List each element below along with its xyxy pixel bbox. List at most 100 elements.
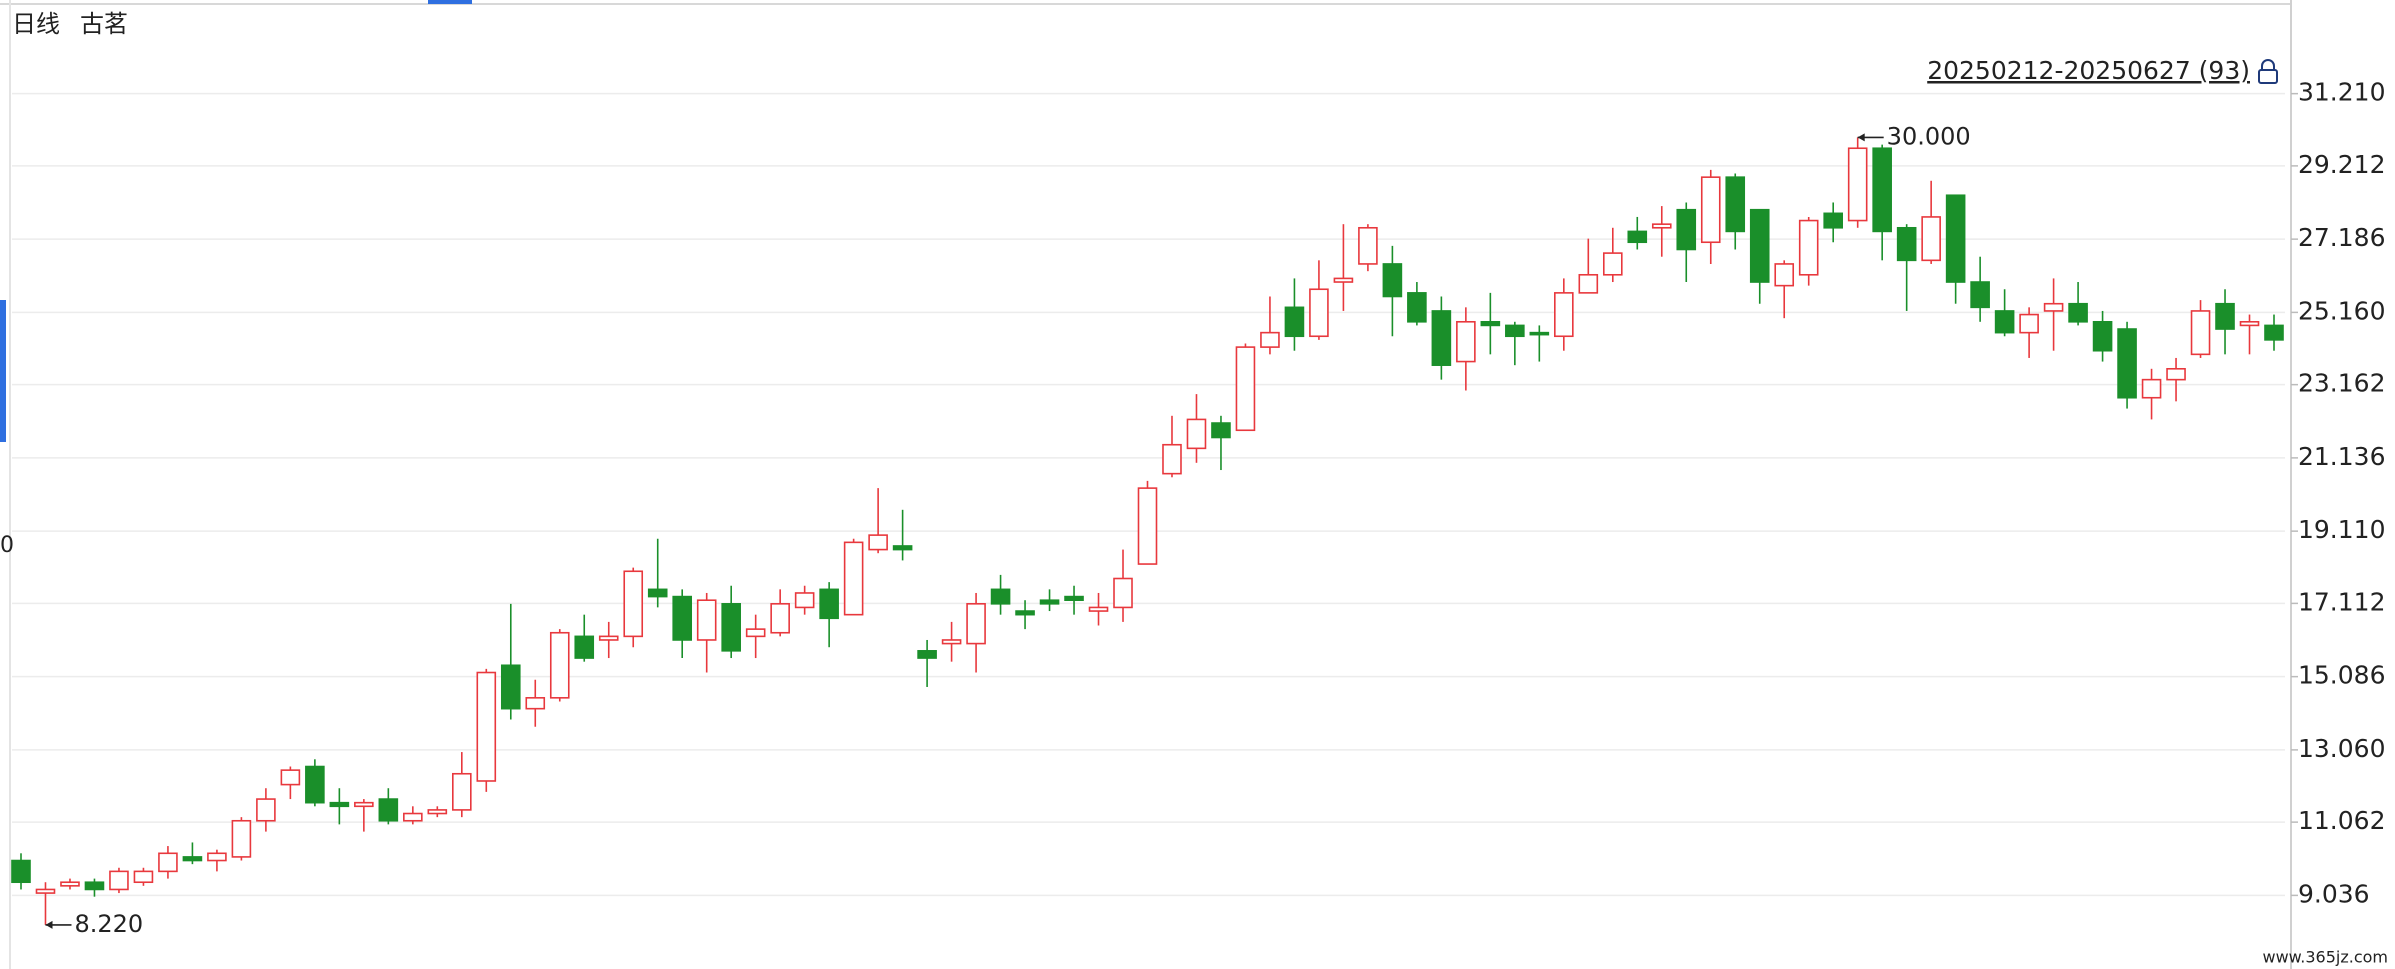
candle-body [2117, 328, 2137, 399]
candle [427, 806, 448, 818]
candle [892, 509, 913, 561]
period-label[interactable]: 日线 [12, 10, 60, 38]
candle-body [1260, 331, 1280, 348]
candle-body [1896, 226, 1917, 262]
candle-body [1798, 219, 1819, 276]
candle-body [1774, 263, 1795, 287]
candle-body [403, 812, 423, 822]
candle-body [2190, 310, 2211, 356]
candle-body [598, 635, 619, 641]
candle [1456, 307, 1476, 391]
candle [1970, 256, 1990, 322]
candle-body [917, 650, 937, 659]
candle-body [892, 545, 913, 551]
candle-body [60, 881, 80, 887]
candle-body [1725, 176, 1746, 233]
candle [721, 585, 741, 659]
candle [207, 849, 227, 872]
candle-body [1994, 310, 2015, 334]
candle-body [868, 534, 888, 551]
candle [1651, 206, 1672, 257]
arrow-head [45, 920, 53, 929]
candle-body [1039, 599, 1060, 605]
candle [84, 878, 105, 897]
candle-body [1284, 306, 1305, 338]
candle-body [1847, 147, 1868, 222]
candle [1921, 180, 1941, 264]
candle [2264, 314, 2284, 351]
candle [60, 878, 80, 890]
candle-body [1578, 273, 1599, 294]
candle [109, 867, 129, 894]
candle [1137, 480, 1158, 565]
candle-body [525, 697, 546, 710]
candle-body [1186, 418, 1207, 450]
candle [794, 585, 815, 615]
candle-body [1700, 176, 1721, 244]
candle-body [721, 603, 741, 652]
arrow-head [1857, 133, 1865, 142]
active-tab-indicator [428, 0, 472, 4]
candle [1039, 589, 1060, 612]
candle [1676, 202, 1697, 283]
candle-body [1749, 208, 1770, 283]
candle [2068, 282, 2088, 326]
candle-body [1064, 595, 1084, 602]
candle [1798, 216, 1819, 286]
candle [1431, 296, 1452, 380]
candle-body [133, 870, 154, 884]
y-tick-label: 25.160 [2298, 296, 2385, 325]
lock-icon[interactable] [2258, 59, 2278, 84]
candle [1113, 549, 1133, 622]
candle [2019, 307, 2039, 358]
candle [35, 882, 56, 925]
y-tick-label: 15.086 [2298, 661, 2385, 690]
candle [990, 574, 1011, 615]
candle [1260, 296, 1280, 355]
candle-body [1358, 226, 1378, 265]
annotation-label: 30.000 [1887, 122, 1971, 150]
candle-body [1137, 487, 1158, 565]
candle-body [843, 541, 864, 616]
candle-body [500, 664, 521, 710]
y-tick-label: 27.186 [2298, 223, 2385, 252]
candle [1186, 394, 1207, 463]
candle [843, 538, 864, 616]
stock-name: 古茗 [80, 10, 128, 38]
candle-body [1602, 252, 1623, 276]
candle [2215, 289, 2235, 355]
candle [305, 759, 325, 807]
candle [1896, 224, 1917, 311]
candle-body [2215, 302, 2235, 330]
candle-body [2239, 320, 2260, 327]
candle [1872, 144, 1892, 261]
candle-body [1945, 194, 1966, 283]
side-indicator [0, 300, 6, 442]
candle-body [109, 870, 129, 891]
candle [1064, 585, 1084, 615]
candle-body [1823, 212, 1843, 229]
candle [2141, 368, 2162, 420]
range-label[interactable]: 20250212-20250627 (93) [1927, 56, 2250, 85]
candle [1407, 282, 1427, 326]
candle-body [1480, 320, 1501, 327]
candle [1554, 278, 1574, 351]
candle-body [2019, 313, 2039, 334]
candle [2092, 310, 2113, 362]
y-tick-label: 19.110 [2298, 515, 2385, 544]
candle [819, 582, 839, 648]
candle [133, 867, 154, 886]
candle [231, 817, 252, 861]
candle-body [647, 588, 668, 598]
candle-body [182, 856, 203, 862]
candle-body [1309, 288, 1329, 338]
candle [378, 788, 399, 825]
candle-body [11, 859, 31, 884]
candle [1333, 224, 1354, 311]
candle [598, 621, 619, 659]
y-tick-label: 13.060 [2298, 734, 2385, 763]
candle [1309, 260, 1329, 340]
candle [11, 853, 31, 890]
